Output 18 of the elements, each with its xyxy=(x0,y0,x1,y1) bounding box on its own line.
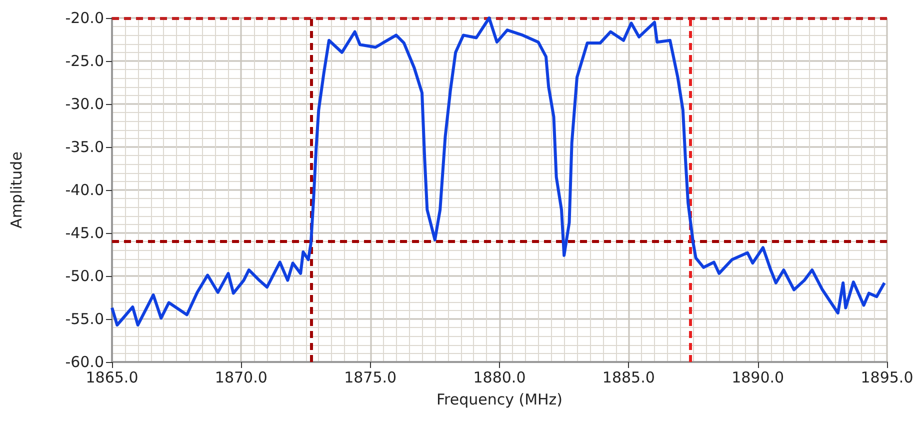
y-tick-label: -35.0 xyxy=(65,138,104,156)
x-tick-label: 1890.0 xyxy=(732,368,784,386)
y-tick-label: -40.0 xyxy=(65,181,104,199)
x-tick-label: 1885.0 xyxy=(602,368,655,386)
y-tick-label: -55.0 xyxy=(65,310,104,328)
x-tick-label: 1870.0 xyxy=(214,368,268,386)
y-tick-label: -45.0 xyxy=(65,224,104,242)
y-tick-label: -30.0 xyxy=(65,95,104,113)
y-tick-label: -60.0 xyxy=(65,353,104,371)
x-tick-label: 1880.0 xyxy=(473,368,526,386)
x-tick-label: 1895.0 xyxy=(860,368,914,386)
x-axis-title: Frequency (MHz) xyxy=(436,390,563,408)
x-tick-label: 1865.0 xyxy=(86,368,138,386)
x-tick-label: 1875.0 xyxy=(344,368,397,386)
y-axis-title: Amplitude xyxy=(8,152,26,228)
y-tick-label: -20.0 xyxy=(65,9,104,27)
y-tick-label: -25.0 xyxy=(65,52,104,70)
y-tick-label: -50.0 xyxy=(65,267,104,285)
